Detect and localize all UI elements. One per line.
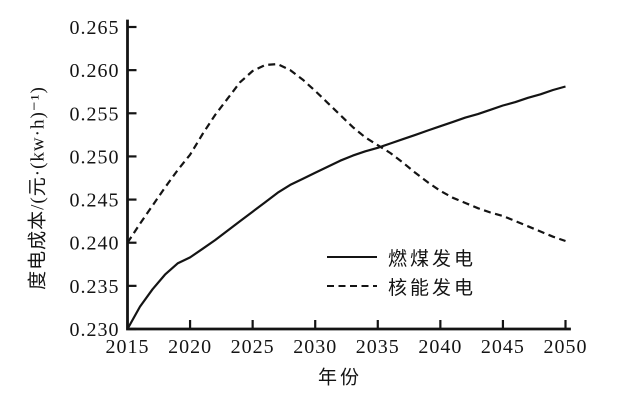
- y-tick-label: 0.245: [70, 190, 120, 212]
- x-tick-label: 2030: [293, 336, 337, 358]
- coal-series-line: [126, 85, 566, 330]
- x-axis-title: 年份: [317, 367, 363, 389]
- y-tick-label: 0.240: [70, 233, 120, 255]
- x-tick-label: 2035: [356, 336, 400, 358]
- solid-line-sample: [327, 256, 377, 258]
- legend-item-nuclear: 核能发电: [327, 274, 477, 299]
- y-tick-label: 0.230: [70, 319, 120, 341]
- nuclear-series-line: [126, 62, 566, 244]
- x-tick-label: 2040: [418, 336, 462, 358]
- y-tick-label: 0.265: [70, 17, 120, 39]
- x-tick-label: 2045: [481, 336, 525, 358]
- y-tick-label: 0.260: [70, 60, 120, 82]
- x-tick-label: 2025: [231, 336, 275, 358]
- legend-item-coal: 燃煤发电: [327, 245, 477, 270]
- legend-label-nuclear: 核能发电: [388, 277, 477, 299]
- y-tick-label: 0.235: [70, 276, 120, 298]
- y-tick-label: 0.250: [70, 146, 120, 168]
- y-axis-title: 度电成本/(元·(kw·h)⁻¹): [27, 86, 49, 290]
- x-tick-label: 2050: [544, 336, 588, 358]
- legend: 燃煤发电 核能发电: [327, 245, 477, 299]
- x-tick-label: 2015: [106, 336, 150, 358]
- dashed-line-sample: [327, 284, 377, 288]
- x-tick-label: 2020: [168, 336, 212, 358]
- y-tick-label: 0.255: [70, 103, 120, 125]
- legend-label-coal: 燃煤发电: [388, 248, 477, 270]
